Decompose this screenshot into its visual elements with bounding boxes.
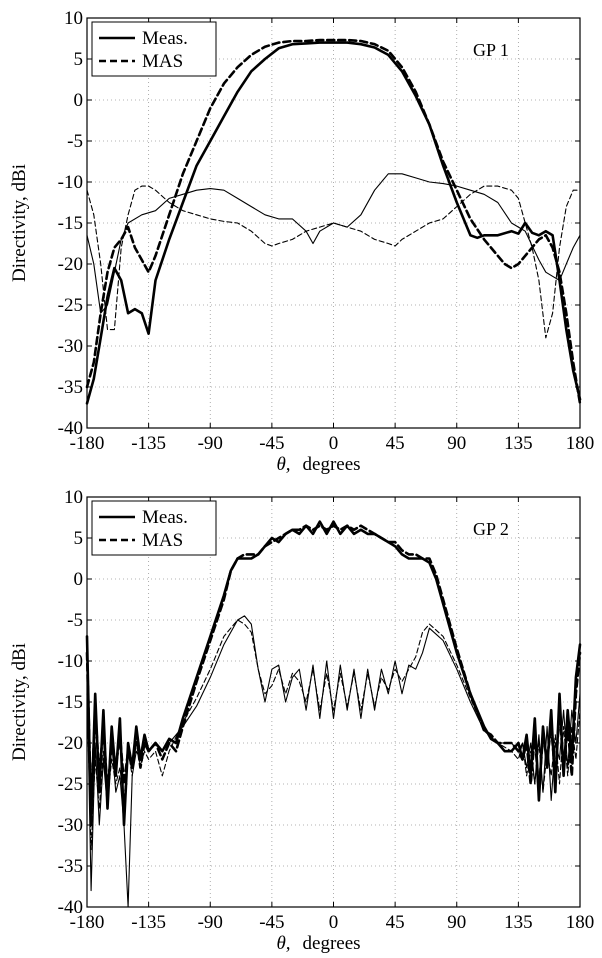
x-axis-label: θ, degrees <box>276 454 360 475</box>
legend: Meas.MAS <box>91 500 217 556</box>
legend-box <box>91 500 217 556</box>
x-tick-label: 45 <box>386 912 405 933</box>
legend: Meas.MAS <box>91 21 217 77</box>
x-axis-label: θ, degrees <box>276 933 360 954</box>
y-tick-label: -40 <box>58 418 83 439</box>
y-tick-label: 5 <box>74 49 84 70</box>
x-tick-label: 0 <box>329 433 339 454</box>
y-tick-label: -35 <box>58 377 83 398</box>
x-tick-label: -90 <box>198 433 223 454</box>
series-line-mas <box>85 38 582 405</box>
y-tick-label: -30 <box>58 815 83 836</box>
y-tick-label: 5 <box>74 528 84 549</box>
y-tick-label: -15 <box>58 692 83 713</box>
y-tick-label: -30 <box>58 336 83 357</box>
legend-label: MAS <box>142 530 183 551</box>
x-tick-label: 135 <box>504 433 533 454</box>
x-tick-label: 90 <box>447 433 466 454</box>
legend-box <box>91 21 217 77</box>
x-tick-label: 90 <box>447 912 466 933</box>
y-tick-label: -40 <box>58 897 83 918</box>
chart-gp2: -180 -135 -90 -45 0 45 90 135 180 10 5 0 -5 -10 -15 -20… <box>9 487 595 954</box>
x-tick-label: -180 <box>70 912 105 933</box>
grid <box>87 497 580 907</box>
x-tick-label: 180 <box>566 433 595 454</box>
y-tick-label: -5 <box>67 610 83 631</box>
y-tick-label: -5 <box>67 131 83 152</box>
x-tick-label: 45 <box>386 433 405 454</box>
chart-gp1: -180 -135 -90 -45 0 45 90 135 180 10 5 0 -5 -10 -15 -20… <box>9 8 595 475</box>
x-tick-label: -135 <box>131 912 166 933</box>
series-line-secondary-2 <box>86 173 581 314</box>
y-tick-label: 10 <box>64 487 83 508</box>
x-tick-label: 180 <box>566 912 595 933</box>
legend-label: MAS <box>142 51 183 72</box>
y-axis-label: Directivity, dBi <box>9 643 30 761</box>
series-line-secondary-3 <box>86 185 581 339</box>
y-tick-label: -15 <box>58 213 83 234</box>
y-tick-label: -20 <box>58 254 83 275</box>
x-tick-label: -180 <box>70 433 105 454</box>
series-line-mas <box>85 524 582 810</box>
y-tick-label: -25 <box>58 295 83 316</box>
x-axis-text: degrees <box>303 454 361 475</box>
y-tick-label: -20 <box>58 733 83 754</box>
series-line-secondary-2 <box>86 615 581 908</box>
x-tick-label: -45 <box>259 433 284 454</box>
y-axis-label: Directivity, dBi <box>9 164 30 282</box>
x-tick-label: 135 <box>504 912 533 933</box>
y-tick-label: -10 <box>58 172 83 193</box>
x-tick-label: -90 <box>198 912 223 933</box>
y-tick-label: -10 <box>58 651 83 672</box>
y-tick-label: -25 <box>58 774 83 795</box>
series-line-secondary-3 <box>86 619 581 851</box>
y-tick-label: 0 <box>74 569 84 590</box>
x-axis-text: degrees <box>303 933 361 954</box>
x-tick-label: -45 <box>259 912 284 933</box>
legend-label: Meas. <box>142 507 188 528</box>
x-axis-symbol: θ, <box>276 454 290 475</box>
x-axis-symbol: θ, <box>276 933 290 954</box>
legend-label: Meas. <box>142 28 188 49</box>
x-tick-label: -135 <box>131 433 166 454</box>
x-tick-label: 0 <box>329 912 339 933</box>
annotation-label: GP 1 <box>473 40 509 60</box>
y-tick-label: -35 <box>58 856 83 877</box>
y-tick-label: 0 <box>74 90 84 111</box>
y-tick-label: 10 <box>64 8 83 29</box>
annotation-label: GP 2 <box>473 519 509 539</box>
